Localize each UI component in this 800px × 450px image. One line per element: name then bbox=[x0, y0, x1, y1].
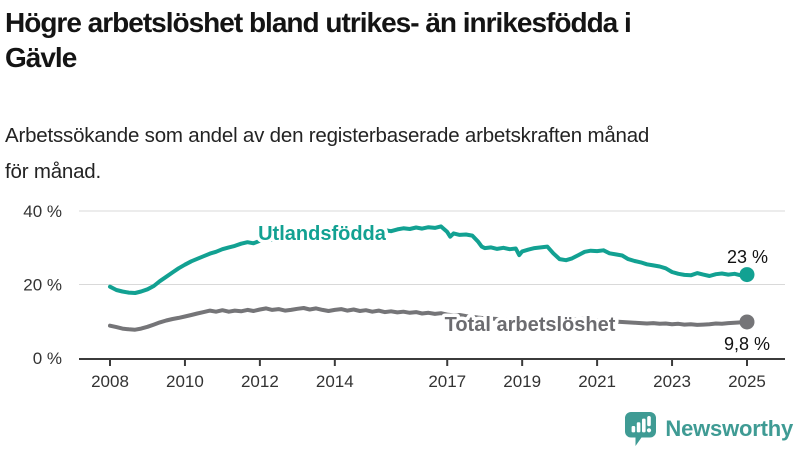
series-layer bbox=[108, 224, 749, 332]
series-line-total-arbetsloshet bbox=[108, 306, 749, 332]
chart-subtitle: Arbetssökande som andel av den registerb… bbox=[5, 118, 797, 190]
grid-layer bbox=[79, 210, 785, 285]
x-axis-label-2021: 2021 bbox=[578, 372, 616, 391]
x-axis-label-2010: 2010 bbox=[166, 372, 204, 391]
end-value-label-utlandsfodda: 23 % bbox=[727, 247, 768, 267]
axis-layer: 0 % 20 % 40 % 2008 2010 2012 2014 2017 2019 2021 2… bbox=[23, 202, 785, 391]
end-dot-total-arbetsloshet bbox=[739, 314, 755, 330]
y-axis-label-20: 20 % bbox=[23, 276, 62, 295]
x-axis-label-2023: 2023 bbox=[653, 372, 691, 391]
page-title: Högre arbetslöshet bland utrikes- än inr… bbox=[5, 5, 797, 75]
end-value-label-total: 9,8 % bbox=[724, 334, 770, 354]
y-axis-label-40: 40 % bbox=[23, 202, 62, 221]
chart-subtitle-line-1: Arbetssökande som andel av den registerb… bbox=[5, 124, 650, 147]
series-line-utlandsfodda bbox=[108, 224, 749, 295]
page-title-line-2: Gävle bbox=[5, 42, 77, 73]
end-dot-utlandsfodda bbox=[739, 267, 755, 283]
y-axis-label-0: 0 % bbox=[33, 349, 62, 368]
x-axis-label-2014: 2014 bbox=[316, 372, 354, 391]
x-axis-label-2012: 2012 bbox=[241, 372, 279, 391]
page-title-line-1: Högre arbetslöshet bland utrikes- än inr… bbox=[5, 7, 632, 38]
x-axis-label-2017: 2017 bbox=[428, 372, 466, 391]
end-dot-layer bbox=[739, 267, 755, 330]
series-label-total-arbetsloshet: Total arbetslöshet bbox=[445, 314, 616, 336]
newsworthy-bubble-chart-icon bbox=[625, 412, 657, 446]
chart-subtitle-line-2: för månad. bbox=[5, 160, 101, 183]
series-label-utlandsfodda: Utlandsfödda bbox=[258, 223, 387, 245]
x-axis-label-2025: 2025 bbox=[728, 372, 766, 391]
x-axis-label-2019: 2019 bbox=[503, 372, 541, 391]
newsworthy-logo[interactable]: Newsworthy bbox=[624, 411, 793, 447]
newsworthy-wordmark: Newsworthy bbox=[665, 416, 793, 441]
x-axis-label-2008: 2008 bbox=[91, 372, 129, 391]
